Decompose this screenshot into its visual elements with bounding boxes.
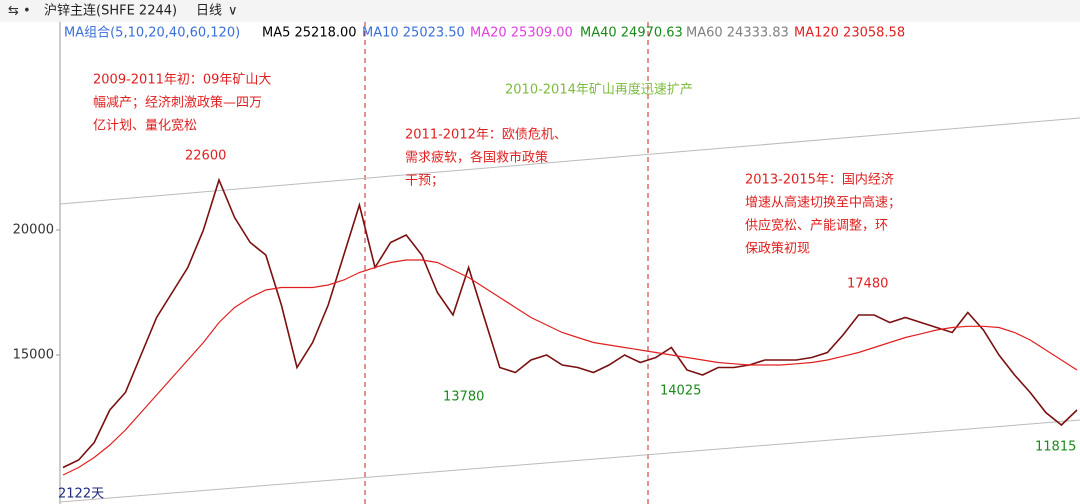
period-arrow[interactable]: ∨ bbox=[228, 4, 238, 19]
ma-group: MA组合(5,10,20,40,60,120) bbox=[64, 26, 240, 41]
toolbar bbox=[0, 0, 1080, 22]
annotation: 2011-2012年：欧债危机、 bbox=[405, 128, 567, 143]
y-tick-label: 20000 bbox=[13, 223, 54, 238]
annotation: 2122天 bbox=[58, 487, 104, 502]
period[interactable]: 日线 bbox=[196, 4, 222, 19]
ma-value: MA10 25023.50 bbox=[362, 26, 465, 41]
annotation: 供应宽松、产能调整，环 bbox=[745, 218, 888, 234]
ma-value: MA60 24333.83 bbox=[686, 26, 789, 41]
ma-value: MA120 23058.58 bbox=[794, 26, 905, 41]
annotation: 2009-2011年初：09年矿山大 bbox=[93, 73, 271, 88]
annotation: 17480 bbox=[847, 277, 888, 292]
annotation: 亿计划、量化宽松 bbox=[93, 118, 197, 134]
annotation: 需求疲软，各国救市政策 bbox=[405, 150, 548, 166]
annotation: 2013-2015年：国内经济 bbox=[745, 172, 894, 188]
annotation: 幅减产；经济刺激政策—四万 bbox=[93, 95, 262, 111]
price-line bbox=[62, 177, 1078, 469]
annotation: 13780 bbox=[443, 390, 484, 405]
channel-line bbox=[59, 419, 1080, 503]
annotation: 增速从高速切换至中高速； bbox=[745, 195, 901, 211]
ma-value: MA40 24970.63 bbox=[580, 26, 683, 41]
annotation: 11815 bbox=[1035, 440, 1076, 455]
symbol-icon[interactable]: ⇆ • bbox=[8, 4, 31, 19]
annotation: 2010-2014年矿山再度迅速扩产 bbox=[505, 82, 693, 98]
y-tick-label: 15000 bbox=[13, 348, 54, 363]
channel-line bbox=[59, 117, 1080, 205]
annotation: 保政策初现 bbox=[745, 241, 810, 257]
price-line bbox=[62, 259, 1078, 476]
symbol[interactable]: 沪锌主连(SHFE 2244) bbox=[44, 3, 177, 19]
annotation: 干预； bbox=[405, 174, 444, 189]
ma-value: MA5 25218.00 bbox=[262, 26, 357, 41]
annotation: 22600 bbox=[185, 149, 226, 164]
ma-value: MA20 25309.00 bbox=[470, 26, 573, 41]
annotation: 14025 bbox=[660, 384, 701, 399]
